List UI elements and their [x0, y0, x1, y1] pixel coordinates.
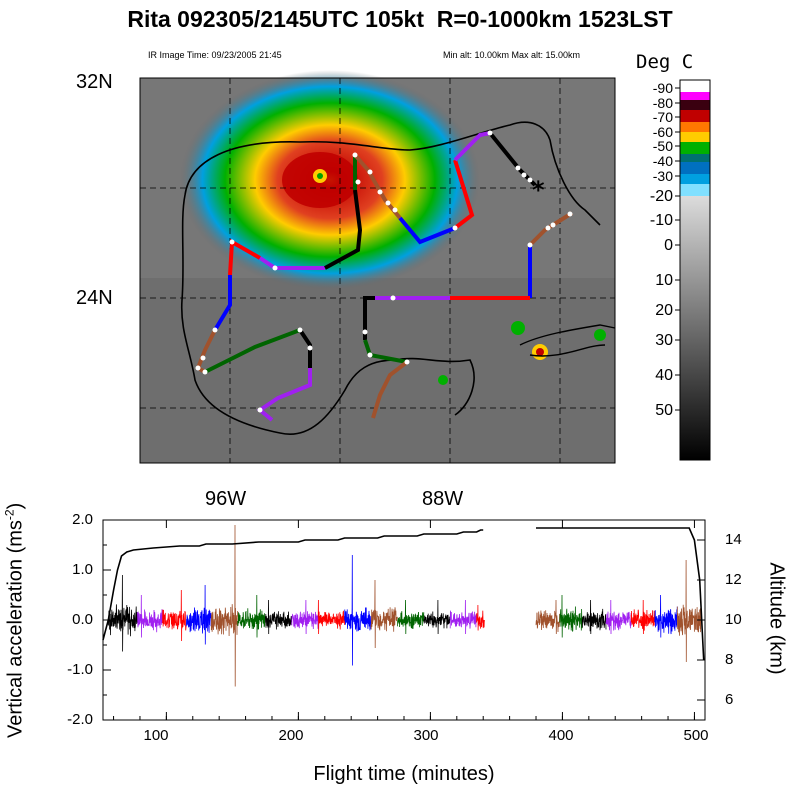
acceleration-segment — [654, 594, 678, 638]
colorbar-tick-label: 20 — [655, 302, 673, 319]
acceleration-segment — [317, 599, 345, 635]
storm-center-marker: * — [532, 176, 545, 204]
lon-label-88w: 88W — [422, 488, 464, 510]
chart-title: Rita 092305/2145UTC 105kt R=0-1000km 152… — [127, 6, 673, 32]
acceleration-segment — [676, 559, 702, 663]
colorbar-tick-label: 50 — [655, 402, 673, 419]
acceleration-segment — [476, 604, 485, 631]
map-gridlines — [140, 78, 615, 463]
acceleration-segment — [535, 599, 561, 635]
colorbar-tick-label: -10 — [650, 212, 673, 229]
acceleration-segment — [370, 579, 398, 649]
y-tick-left-1: 1.0 — [72, 561, 93, 578]
y-tick-left-m1: -1.0 — [67, 661, 93, 678]
acceleration-segment — [559, 594, 583, 638]
colorbar-tick-label: -30 — [653, 168, 673, 184]
y-tick-right-12: 12 — [725, 571, 742, 588]
acceleration-segment — [107, 574, 138, 652]
altitude-range: Min alt: 10.00km Max alt: 15.00km — [443, 50, 581, 60]
colorbar-tick-label: -40 — [653, 153, 673, 169]
y-axis-label-left: Vertical acceleration (ms-2) — [2, 502, 27, 738]
colorbar-tick-label: -80 — [653, 95, 673, 111]
colorbar-tick-label: 0 — [664, 237, 673, 254]
ir-map-panel: * — [139, 70, 616, 464]
x-tick-100: 100 — [143, 727, 169, 744]
y-tick-left-0: 0.0 — [72, 611, 93, 628]
colorbar-title: Deg C — [636, 51, 694, 73]
acceleration-segment — [397, 599, 425, 635]
acceleration-traces — [107, 524, 702, 687]
acceleration-segment — [423, 599, 451, 635]
y-tick-right-14: 14 — [725, 531, 742, 548]
y-tick-left-2: 2.0 — [72, 511, 93, 528]
acceleration-segment — [605, 599, 632, 635]
cuba-coastline — [519, 324, 616, 357]
colorbar-tick-label: 40 — [655, 367, 673, 384]
y-tick-right-10: 10 — [725, 611, 742, 628]
acceleration-segment — [581, 599, 607, 635]
x-tick-400: 400 — [548, 727, 574, 744]
acceleration-segment — [344, 554, 372, 666]
colorbar-tick-label: 30 — [655, 332, 673, 349]
colorbar-tick-label: -50 — [653, 138, 673, 154]
x-tick-500: 500 — [683, 727, 709, 744]
acceleration-segment — [136, 594, 163, 638]
track-markers — [195, 130, 573, 413]
colorbar-tick-label: -20 — [650, 188, 673, 205]
acceleration-segment — [210, 524, 239, 687]
y-tick-left-m2: -2.0 — [67, 711, 93, 728]
acceleration-segment — [265, 599, 293, 635]
y-tick-right-6: 6 — [725, 691, 734, 708]
acceleration-segment — [162, 589, 187, 642]
acceleration-segment — [237, 594, 266, 638]
x-tick-300: 300 — [413, 727, 439, 744]
colorbar-tick-label: -60 — [653, 124, 673, 140]
lon-label-96w: 96W — [205, 488, 247, 510]
lat-label-32n: 32N — [76, 71, 113, 93]
colorbar-tick-label: -70 — [653, 109, 673, 125]
map-frame — [139, 77, 616, 464]
x-axis-label: Flight time (minutes) — [313, 763, 495, 785]
altitude-line-second — [536, 527, 705, 661]
acceleration-segment — [291, 599, 319, 635]
colorbar-tick-label: 10 — [655, 272, 673, 289]
ir-image-time: IR Image Time: 09/23/2005 21:45 — [148, 50, 282, 60]
acceleration-segment — [630, 599, 656, 635]
flight-track — [195, 131, 574, 422]
altitude-line — [102, 529, 484, 641]
acceleration-chart — [102, 519, 706, 721]
colorbar: -90-80-70-60-50-40-30 -20 -10 0 10 20 30 40 50 — [650, 79, 711, 461]
colorbar-tick-label: -90 — [653, 80, 673, 96]
acceleration-segment — [449, 599, 477, 635]
y-tick-right-8: 8 — [725, 651, 734, 668]
acceleration-segment — [185, 584, 212, 645]
lat-label-24n: 24N — [76, 287, 113, 309]
coastline — [180, 121, 601, 435]
axis-ticks — [103, 519, 705, 721]
x-tick-200: 200 — [278, 727, 304, 744]
y-axis-label-right: Altitude (km) — [765, 562, 788, 675]
